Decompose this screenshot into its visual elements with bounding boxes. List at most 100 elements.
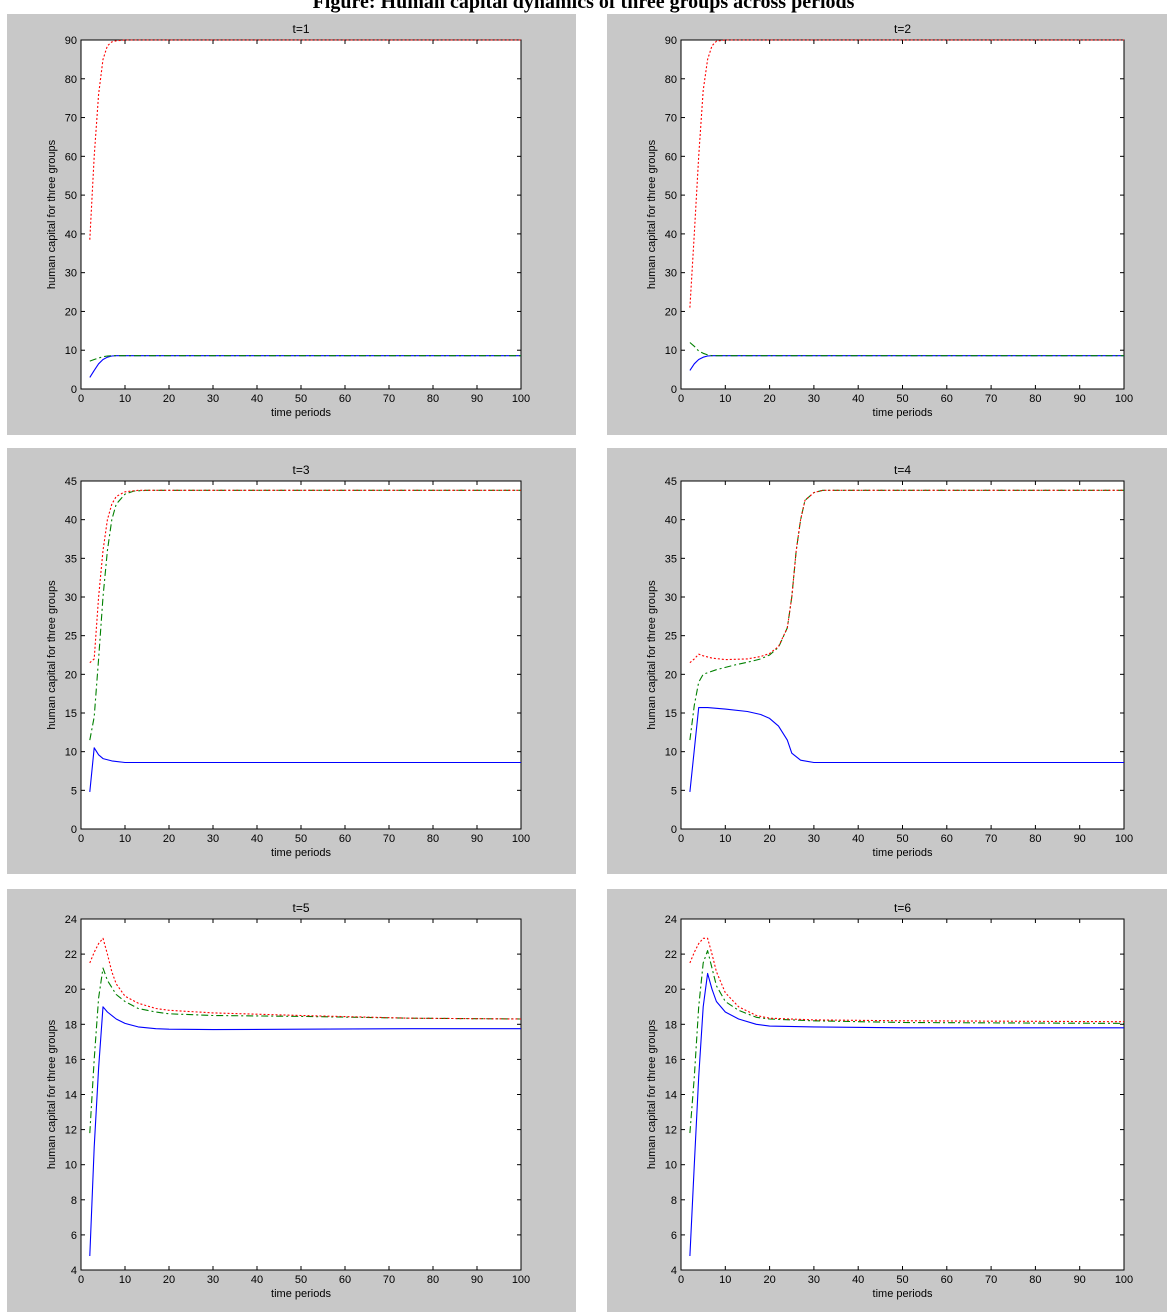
y-tick-label: 10 bbox=[65, 1160, 77, 1172]
x-tick-label: 20 bbox=[763, 833, 775, 845]
y-tick-label: 60 bbox=[665, 151, 677, 163]
y-tick-label: 8 bbox=[671, 1195, 677, 1207]
x-tick-label: 30 bbox=[808, 1274, 820, 1286]
y-tick-label: 35 bbox=[65, 553, 77, 565]
y-tick-label: 14 bbox=[665, 1090, 677, 1102]
y-tick-label: 35 bbox=[665, 553, 677, 565]
x-tick-label: 70 bbox=[383, 833, 395, 845]
y-tick-label: 45 bbox=[665, 476, 677, 488]
x-tick-label: 0 bbox=[78, 1274, 84, 1286]
x-tick-label: 60 bbox=[339, 833, 351, 845]
x-tick-label: 80 bbox=[427, 1274, 439, 1286]
y-axis-label: human capital for three groups bbox=[646, 1019, 658, 1169]
series-line-2 bbox=[689, 342, 1124, 357]
x-tick-label: 10 bbox=[719, 1274, 731, 1286]
x-tick-label: 20 bbox=[763, 1274, 775, 1286]
y-tick-label: 30 bbox=[65, 592, 77, 604]
x-axis-label: time periods bbox=[271, 847, 331, 859]
x-tick-label: 10 bbox=[719, 833, 731, 845]
x-tick-label: 10 bbox=[719, 393, 731, 405]
series-line-2 bbox=[689, 489, 1124, 741]
chart-panel-t3: t=3 0 10 20 30 40 50 60 70 80 90 100 0 5 10 15 20 25 30 35 4… bbox=[7, 448, 576, 874]
chart-title: t=5 bbox=[292, 901, 309, 915]
y-tick-label: 50 bbox=[65, 190, 77, 202]
y-tick-label: 6 bbox=[671, 1230, 677, 1242]
x-tick-label: 40 bbox=[852, 833, 864, 845]
series-line-3 bbox=[89, 937, 522, 1020]
x-tick-label: 80 bbox=[1029, 833, 1041, 845]
y-tick-label: 40 bbox=[65, 515, 77, 527]
y-tick-label: 10 bbox=[665, 345, 677, 357]
x-tick-label: 80 bbox=[1029, 1274, 1041, 1286]
y-tick-label: 22 bbox=[65, 949, 77, 961]
y-tick-label: 30 bbox=[665, 268, 677, 280]
y-tick-label: 10 bbox=[665, 1160, 677, 1172]
y-tick-label: 18 bbox=[665, 1019, 677, 1031]
figure-caption: Figure: Human capital dynamics of three … bbox=[0, 0, 1167, 14]
x-tick-label: 10 bbox=[119, 833, 131, 845]
x-tick-label: 60 bbox=[941, 833, 953, 845]
x-tick-label: 30 bbox=[808, 393, 820, 405]
y-axis-label: human capital for three groups bbox=[46, 1019, 58, 1169]
y-tick-label: 10 bbox=[65, 345, 77, 357]
y-tick-label: 15 bbox=[665, 708, 677, 720]
x-axis-label: time periods bbox=[873, 847, 933, 859]
plot-area bbox=[680, 480, 1125, 830]
x-tick-label: 0 bbox=[78, 833, 84, 845]
x-axis-label: time periods bbox=[271, 1288, 331, 1300]
y-tick-label: 20 bbox=[65, 306, 77, 318]
figure-caption-text: Figure: Human capital dynamics of three … bbox=[312, 0, 855, 13]
x-tick-label: 60 bbox=[339, 1274, 351, 1286]
x-tick-label: 10 bbox=[119, 393, 131, 405]
x-tick-label: 90 bbox=[1074, 1274, 1086, 1286]
chart-title: t=3 bbox=[292, 463, 309, 477]
y-tick-label: 90 bbox=[65, 35, 77, 47]
x-tick-label: 50 bbox=[295, 393, 307, 405]
plot-area bbox=[80, 480, 522, 830]
y-tick-label: 12 bbox=[665, 1125, 677, 1137]
y-tick-label: 30 bbox=[65, 268, 77, 280]
chart-svg: t=6 0 10 20 30 40 50 60 70 80 90 100 4 6 8 10 12 14 16 18 20… bbox=[646, 901, 1133, 1300]
series-line-1 bbox=[689, 972, 1124, 1257]
y-tick-label: 24 bbox=[665, 914, 677, 926]
series-line-3 bbox=[689, 39, 1124, 308]
y-tick-label: 70 bbox=[65, 113, 77, 125]
x-tick-label: 30 bbox=[207, 393, 219, 405]
plot-area bbox=[80, 39, 522, 390]
y-tick-label: 5 bbox=[671, 785, 677, 797]
x-tick-label: 100 bbox=[512, 393, 530, 405]
x-tick-label: 10 bbox=[119, 1274, 131, 1286]
x-tick-label: 100 bbox=[512, 1274, 530, 1286]
x-tick-label: 20 bbox=[163, 833, 175, 845]
x-tick-label: 90 bbox=[1074, 833, 1086, 845]
series-line-1 bbox=[689, 707, 1124, 792]
series-line-3 bbox=[89, 39, 521, 240]
y-tick-label: 15 bbox=[65, 708, 77, 720]
x-tick-label: 80 bbox=[427, 833, 439, 845]
x-tick-label: 20 bbox=[163, 393, 175, 405]
chart-title: t=4 bbox=[894, 463, 911, 477]
y-axis-label: human capital for three groups bbox=[46, 139, 58, 289]
series-line-2 bbox=[89, 489, 521, 741]
y-tick-label: 40 bbox=[665, 229, 677, 241]
x-tick-label: 30 bbox=[808, 833, 820, 845]
x-tick-label: 90 bbox=[1074, 393, 1086, 405]
y-tick-label: 4 bbox=[671, 1265, 677, 1277]
chart-title: t=6 bbox=[894, 901, 911, 915]
y-tick-label: 8 bbox=[71, 1195, 77, 1207]
chart-svg: t=1 0 10 20 30 40 50 60 70 80 90 100 0 10 20 30 40 50 60 70… bbox=[46, 22, 530, 419]
y-axis-label: human capital for three groups bbox=[646, 580, 658, 730]
y-tick-label: 0 bbox=[671, 824, 677, 836]
x-tick-label: 90 bbox=[471, 833, 483, 845]
y-tick-label: 25 bbox=[65, 631, 77, 643]
y-tick-label: 30 bbox=[665, 592, 677, 604]
y-tick-label: 45 bbox=[65, 476, 77, 488]
x-tick-label: 50 bbox=[295, 1274, 307, 1286]
x-tick-label: 20 bbox=[163, 1274, 175, 1286]
x-tick-label: 100 bbox=[512, 833, 530, 845]
chart-title: t=2 bbox=[894, 22, 911, 36]
x-tick-label: 30 bbox=[207, 1274, 219, 1286]
x-tick-label: 80 bbox=[427, 393, 439, 405]
x-tick-label: 0 bbox=[678, 393, 684, 405]
y-tick-label: 0 bbox=[71, 384, 77, 396]
